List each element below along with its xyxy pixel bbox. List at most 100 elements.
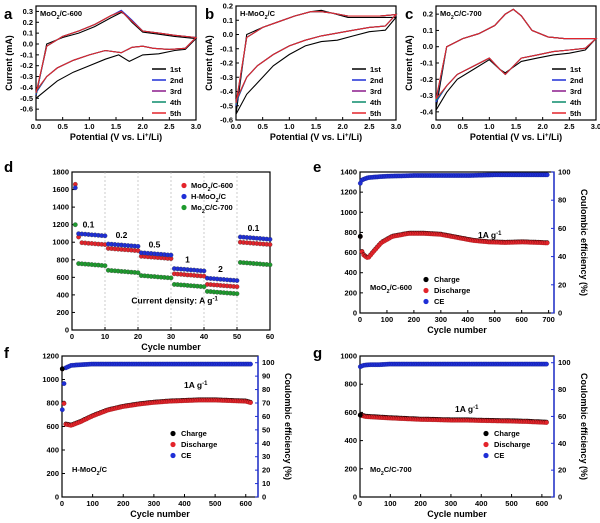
sample-label: Mo2C/C-700 <box>370 465 412 477</box>
y-tick-label: 1200 <box>42 352 59 361</box>
y-axis-label: Current (mA) <box>404 35 414 91</box>
x-tick-label: 100 <box>384 499 397 508</box>
y-tick-label: 0 <box>353 493 357 502</box>
legend-label: 4th <box>170 98 182 107</box>
sample-label: H-MoO2/C <box>240 9 276 21</box>
rate-point <box>135 243 141 249</box>
legend-marker <box>423 287 429 294</box>
y-tick-label: 0.2 <box>223 2 233 11</box>
cycling-chart-g: 0 100 200 300 400 500 600 0 200 400 600 800 1000 0 20 4… <box>313 345 589 519</box>
legend-label: 5th <box>170 109 182 118</box>
discharge-point <box>248 400 253 405</box>
legend-marker <box>170 452 176 459</box>
legend-label: 3rd <box>370 87 382 96</box>
y-tick-label: -0.6 <box>220 116 233 125</box>
plot-frame <box>61 355 259 498</box>
x-tick-label: 60 <box>266 332 274 341</box>
y-tick-label: 1000 <box>340 352 357 361</box>
cycling-chart-f: 0 100 200 300 400 500 600020040060080010001200… <box>4 345 293 519</box>
y-tick-label: -0.5 <box>20 94 33 103</box>
x-tick-label: 0.0 <box>31 122 41 131</box>
y-tick-label: 0 <box>558 309 562 318</box>
y-tick-label: 20 <box>558 466 566 475</box>
charge-point <box>357 234 363 239</box>
panel-letter: a <box>4 6 13 23</box>
cv-chart-b: 0.0 0.5 1.0 1.5 2.0 2.5 3.0 -0.6 -0.5 -0.4 -0.3 -0.… <box>204 2 401 143</box>
rate-point <box>201 284 207 290</box>
rate-label: 2 <box>218 264 223 274</box>
sample-label: MoO2/C-600 <box>40 9 82 21</box>
x-tick-label: 50 <box>233 332 241 341</box>
ce-point <box>544 172 550 178</box>
rate-label: 0.1 <box>248 223 260 233</box>
y-tick-label: 80 <box>558 196 566 205</box>
x-tick-label: 3.0 <box>191 122 201 131</box>
cv-series-5th <box>235 11 398 103</box>
x-axis-label: Cycle number <box>427 509 487 519</box>
x-tick-label: 300 <box>445 499 458 508</box>
x-tick-label: 400 <box>178 499 191 508</box>
y-tick-label: 1200 <box>52 220 69 229</box>
current-annotation: 1A g-1 <box>455 404 479 414</box>
x-tick-label: 300 <box>435 315 448 324</box>
x-tick-label: 600 <box>239 499 252 508</box>
ce-point <box>544 361 549 367</box>
y-tick-label: -0.1 <box>20 50 33 59</box>
panel-letter: e <box>313 159 321 176</box>
legend-marker <box>483 441 489 448</box>
x-axis-label: Potential (V vs. Li+/Li) <box>70 132 162 143</box>
legend-marker <box>181 193 187 200</box>
x-axis-label: Potential (V vs. Li+/Li) <box>270 132 362 143</box>
rate-point <box>201 268 207 274</box>
x-tick-label: 20 <box>134 332 142 341</box>
x-tick-label: 0 <box>358 499 362 508</box>
y-tick-label: 200 <box>56 308 69 317</box>
y-tick-label: 600 <box>344 408 357 417</box>
y-tick-label: 0.0 <box>23 40 33 49</box>
rate-chart-d: 0 10 20 30 40 50 60020040060080010001200140016… <box>4 159 274 352</box>
y-tick-label: 0.1 <box>423 26 433 35</box>
y-tick-label: 0 <box>353 309 357 318</box>
y-tick-label: 800 <box>344 380 357 389</box>
charge-point <box>59 366 65 372</box>
rate-point <box>168 275 174 281</box>
legend-marker <box>483 452 489 459</box>
legend-marker <box>181 204 187 211</box>
y-tick-label: -0.5 <box>220 101 233 110</box>
x-tick-label: 30 <box>167 332 175 341</box>
y-tick-label: 20 <box>262 466 270 475</box>
y-tick-label: 800 <box>344 228 357 237</box>
y-tick-label: 60 <box>558 412 566 421</box>
y-tick-label: 800 <box>46 399 59 408</box>
y2-axis-label: Coulombic efficiency (%) <box>579 189 589 296</box>
x-tick-label: 0 <box>358 315 362 324</box>
legend-label: Charge <box>494 429 520 438</box>
y-tick-label: -0.2 <box>20 61 33 70</box>
x-tick-label: 0.0 <box>431 122 441 131</box>
y-tick-label: -0.4 <box>420 107 434 116</box>
y-tick-label: 50 <box>262 425 270 434</box>
y-tick-label: 400 <box>56 290 69 299</box>
rate-point <box>234 278 240 283</box>
y-tick-label: -0.2 <box>220 59 233 68</box>
cv-series-5th <box>35 10 198 94</box>
x-tick-label: 500 <box>209 499 222 508</box>
y-tick-label: 1800 <box>52 168 69 177</box>
sample-label: MoO2/C-600 <box>370 283 412 295</box>
y-tick-label: 400 <box>344 268 357 277</box>
x-tick-label: 700 <box>542 315 555 324</box>
y-tick-label: 0.2 <box>423 10 433 19</box>
legend-label: Discharge <box>494 440 530 449</box>
sample-label: H-MoO2/C <box>72 465 108 477</box>
y-tick-label: 60 <box>558 224 566 233</box>
panel-letter: g <box>313 345 322 362</box>
x-tick-label: 0.5 <box>57 122 67 131</box>
rate-point <box>168 252 174 258</box>
legend-label: 1st <box>570 65 581 74</box>
legend-label: 3rd <box>170 87 182 96</box>
y-tick-label: 600 <box>46 422 59 431</box>
y-tick-label: -0.6 <box>20 105 33 114</box>
rate-point <box>102 233 108 239</box>
ce-point <box>248 361 253 367</box>
